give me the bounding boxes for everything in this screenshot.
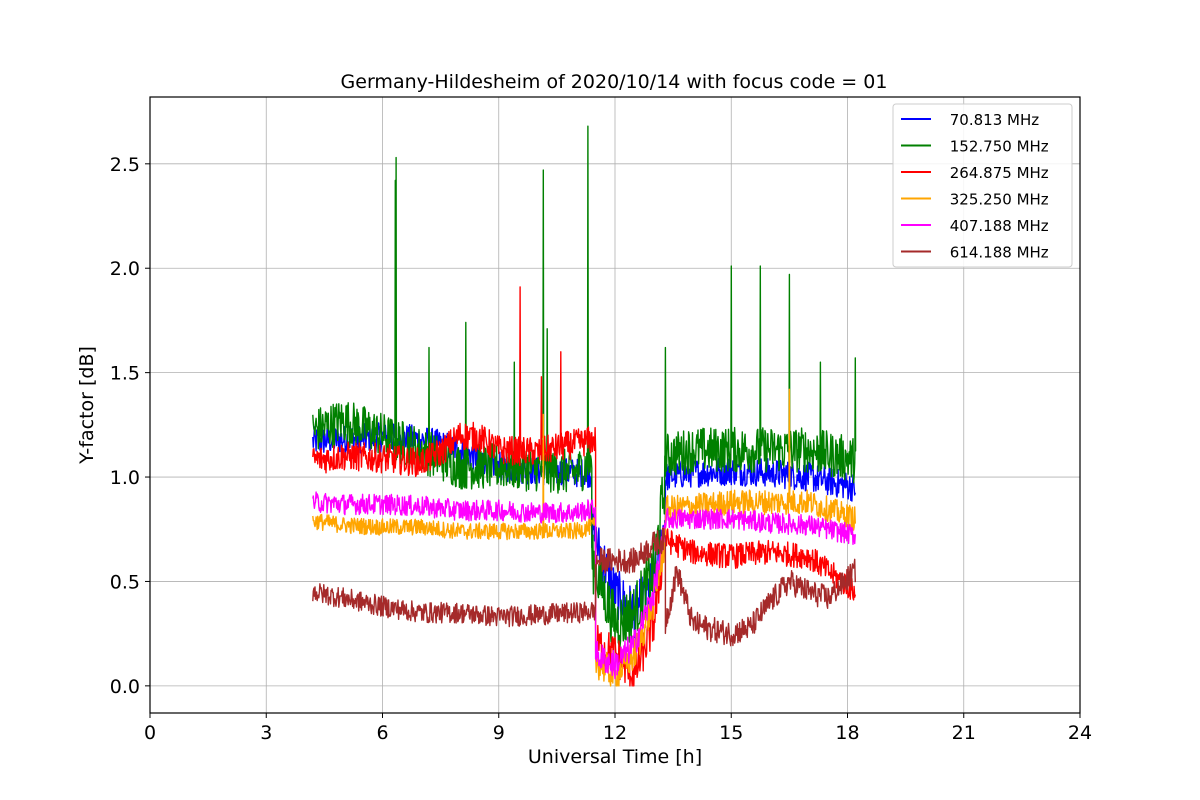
- x-tick-label: 15: [719, 722, 743, 744]
- x-tick-label: 6: [376, 722, 388, 744]
- legend-entry: 407.188 MHz: [945, 217, 1049, 235]
- x-tick-label: 21: [952, 722, 976, 744]
- x-tick-label: 9: [493, 722, 505, 744]
- series-line-1: [312, 125, 857, 648]
- series-line-2: [312, 286, 856, 687]
- y-axis-label: Y-factor [dB]: [76, 346, 98, 465]
- y-tick-label: 2.5: [110, 154, 140, 176]
- x-tick-label: 12: [603, 722, 627, 744]
- legend-entry: 152.750 MHz: [945, 138, 1049, 156]
- y-axis-ticks: 0.0 0.5 1.0 1.5 2.0 2.5: [110, 154, 150, 698]
- y-tick-label: 0.5: [110, 571, 140, 593]
- legend-entry: 614.188 MHz: [945, 244, 1049, 262]
- legend-box: [892, 103, 1073, 268]
- x-tick-label: 0: [144, 722, 156, 744]
- y-tick-label: 1.0: [110, 467, 140, 489]
- x-tick-label: 18: [835, 722, 859, 744]
- x-tick-label: 24: [1068, 722, 1092, 744]
- y-tick-label: 1.5: [110, 363, 140, 385]
- legend-entry: 325.250 MHz: [945, 191, 1049, 209]
- chart-title: Germany-Hildesheim of 2020/10/14 with fo…: [341, 71, 888, 93]
- series-path: [312, 388, 856, 687]
- series-path: [312, 491, 856, 680]
- series-path: [312, 286, 856, 687]
- series-path: [312, 125, 857, 648]
- series-line-4: [312, 491, 856, 680]
- x-axis-label: Universal Time [h]: [528, 746, 702, 768]
- series-path: [312, 527, 856, 647]
- series-line-3: [312, 388, 856, 687]
- series-line-5: [312, 527, 856, 647]
- y-tick-label: 2.0: [110, 258, 140, 280]
- x-tick-label: 3: [260, 722, 272, 744]
- y-tick-label: 0.0: [110, 676, 140, 698]
- legend: 70.813 MHz 152.750 MHz 264.875 MHz 325.2…: [892, 103, 1073, 268]
- x-axis-ticks: 0 3 6 9 12 15 18 21 24: [144, 713, 1092, 744]
- legend-entry: 264.875 MHz: [945, 164, 1049, 182]
- plot-series-group: [312, 125, 857, 687]
- legend-entry: 70.813 MHz: [945, 111, 1039, 129]
